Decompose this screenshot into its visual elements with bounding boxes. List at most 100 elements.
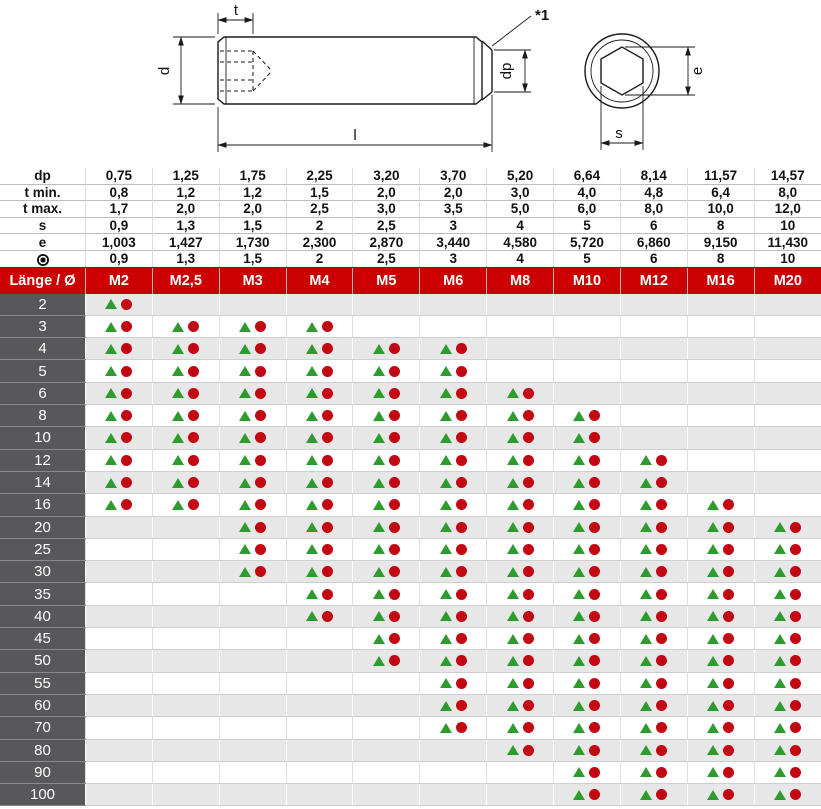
length-label: 3 [0, 315, 86, 339]
availability-markers [421, 405, 486, 426]
availability-markers [86, 360, 151, 381]
available-circle-icon [790, 521, 802, 533]
available-circle-icon [455, 566, 467, 578]
available-triangle-icon [573, 477, 586, 488]
length-label: 70 [0, 716, 86, 740]
available-triangle-icon [774, 611, 787, 622]
spec-label: t max. [0, 200, 86, 218]
available-circle-icon [589, 410, 601, 422]
available-triangle-icon [306, 566, 318, 577]
available-circle-icon [656, 789, 668, 801]
available-triangle-icon [707, 678, 720, 689]
availability-cell [619, 716, 688, 740]
available-circle-icon [656, 543, 668, 555]
availability-cell [285, 627, 353, 651]
availability-cell [619, 382, 688, 406]
length-label: 30 [0, 560, 86, 584]
availability-cell [352, 359, 420, 383]
available-triangle-icon [306, 477, 318, 488]
availability-markers [621, 650, 686, 671]
availability-cell [553, 761, 621, 785]
availability-cell [486, 516, 554, 539]
availability-markers [86, 472, 151, 493]
available-circle-icon [589, 610, 601, 622]
available-circle-icon [255, 521, 267, 533]
spec-value: 1,5 [218, 249, 287, 267]
available-circle-icon [388, 588, 400, 600]
availability-cell [419, 516, 487, 539]
availability-markers [555, 517, 620, 538]
availability-cell [151, 404, 220, 428]
availability-markers [354, 383, 419, 404]
availability-markers [488, 450, 553, 471]
availability-cell [619, 761, 688, 785]
availability-cell [85, 716, 153, 740]
spec-value: 1,2 [151, 183, 220, 201]
available-triangle-icon [105, 455, 118, 466]
availability-markers [621, 472, 686, 493]
length-label: 6 [0, 382, 86, 406]
availability-cell [352, 538, 420, 562]
length-label: 80 [0, 739, 86, 762]
availability-cell [151, 426, 220, 450]
available-triangle-icon [239, 432, 252, 443]
availability-markers [287, 606, 352, 627]
available-triangle-icon [372, 388, 385, 399]
availability-markers [421, 673, 486, 694]
availability-cell [85, 672, 153, 695]
available-circle-icon [455, 343, 467, 355]
availability-markers [555, 606, 620, 627]
availability-cell [486, 538, 554, 562]
availability-cell [352, 605, 420, 629]
availability-markers [354, 405, 419, 426]
availability-cell [619, 359, 688, 383]
available-circle-icon [790, 789, 802, 801]
available-triangle-icon [172, 321, 185, 332]
available-triangle-icon [774, 700, 787, 711]
available-circle-icon [723, 566, 735, 578]
available-circle-icon [790, 633, 802, 645]
available-circle-icon [121, 343, 133, 355]
matrix-row: 2 [0, 293, 821, 316]
availability-cell [619, 293, 688, 316]
available-circle-icon [255, 410, 267, 422]
matrix-row: 45 [0, 627, 821, 651]
availability-cell [85, 516, 153, 539]
available-circle-icon [188, 454, 200, 466]
availability-cell [352, 694, 420, 718]
spec-value: 3,440 [419, 233, 487, 251]
availability-markers [755, 517, 821, 538]
available-circle-icon [455, 365, 467, 377]
available-triangle-icon [506, 655, 519, 666]
available-triangle-icon [105, 410, 118, 421]
availability-cell [285, 293, 353, 316]
availability-markers [488, 517, 553, 538]
availability-markers [555, 539, 620, 560]
available-circle-icon [322, 365, 333, 377]
availability-cell [352, 337, 420, 361]
availability-cell [753, 605, 821, 629]
availability-cell [619, 694, 688, 718]
matrix-column-header: M20 [753, 266, 821, 294]
spec-value: 1,25 [151, 168, 220, 185]
availability-cell [151, 382, 220, 406]
spec-value: 3,0 [486, 183, 554, 201]
availability-cell [419, 426, 487, 450]
matrix-column-header: M10 [553, 266, 621, 294]
available-circle-icon [589, 722, 601, 734]
available-circle-icon [790, 744, 802, 756]
available-triangle-icon [506, 544, 519, 555]
available-circle-icon [121, 387, 133, 399]
technical-drawing: t d dp l *1 [156, 2, 706, 152]
available-triangle-icon [640, 789, 653, 800]
available-circle-icon [121, 432, 133, 444]
available-circle-icon [656, 677, 668, 689]
available-triangle-icon [105, 321, 118, 332]
available-triangle-icon [774, 633, 787, 644]
available-circle-icon [790, 655, 802, 667]
availability-markers [153, 472, 218, 493]
available-triangle-icon [573, 789, 586, 800]
availability-markers [488, 740, 553, 761]
availability-cell [686, 783, 755, 807]
available-circle-icon [388, 365, 400, 377]
